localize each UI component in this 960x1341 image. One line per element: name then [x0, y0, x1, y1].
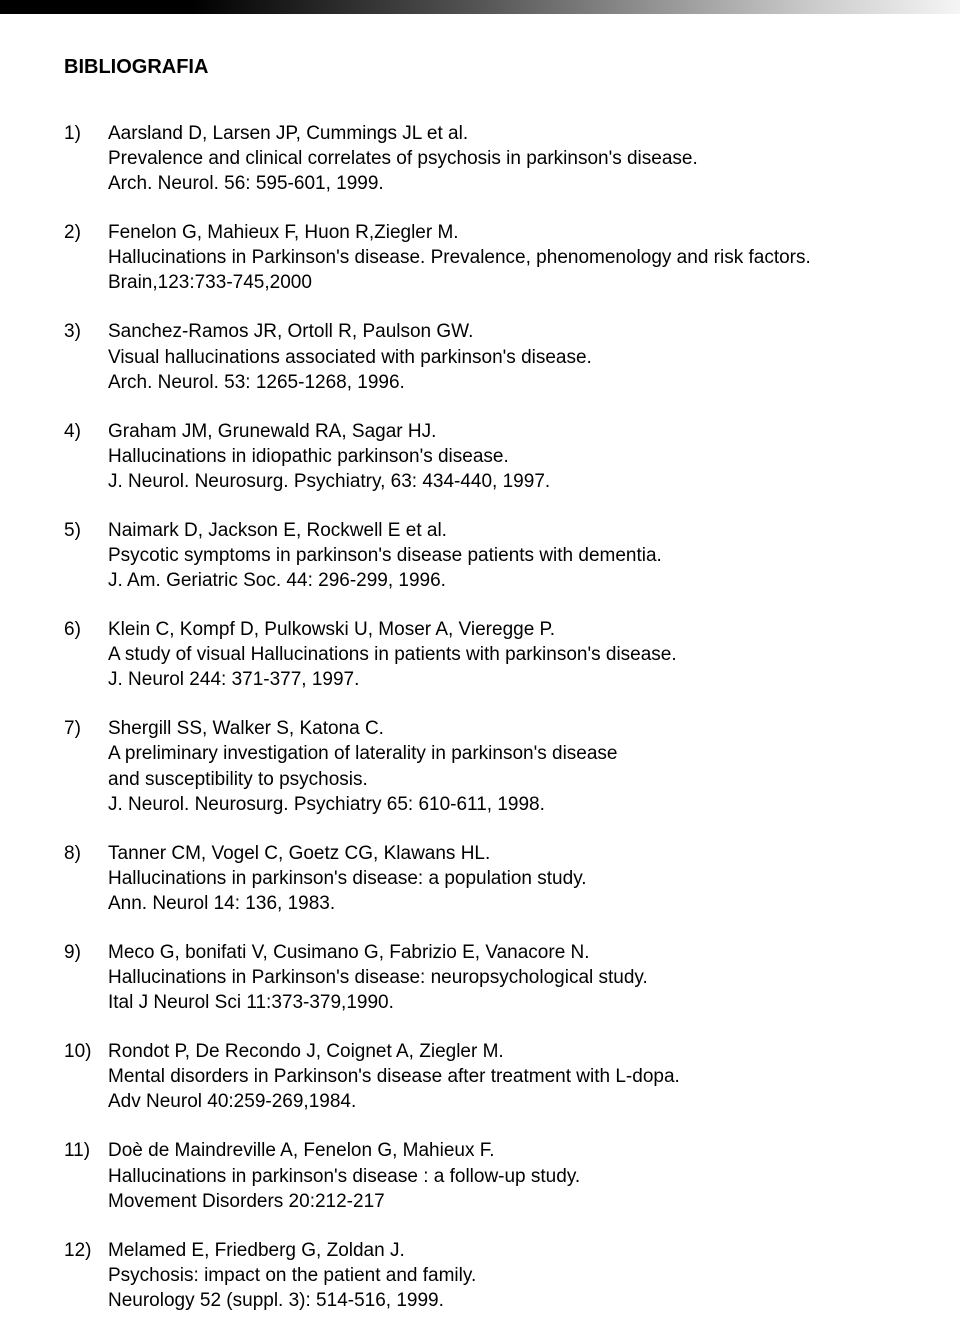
reference-line: Adv Neurol 40:259-269,1984. [108, 1089, 896, 1114]
reference-line: Doè de Maindreville A, Fenelon G, Mahieu… [108, 1138, 896, 1163]
reference-item: Meco G, bonifati V, Cusimano G, Fabrizio… [64, 940, 896, 1015]
reference-line: Rondot P, De Recondo J, Coignet A, Ziegl… [108, 1039, 896, 1064]
reference-line: Graham JM, Grunewald RA, Sagar HJ. [108, 419, 896, 444]
reference-line: Movement Disorders 20:212-217 [108, 1189, 896, 1214]
reference-line: Neurology 52 (suppl. 3): 514-516, 1999. [108, 1288, 896, 1313]
reference-item: Shergill SS, Walker S, Katona C.A prelim… [64, 716, 896, 816]
reference-line: Tanner CM, Vogel C, Goetz CG, Klawans HL… [108, 841, 896, 866]
page-content: BIBLIOGRAFIA Aarsland D, Larsen JP, Cumm… [0, 14, 960, 1313]
reference-line: Ann. Neurol 14: 136, 1983. [108, 891, 896, 916]
reference-item: Aarsland D, Larsen JP, Cummings JL et al… [64, 121, 896, 196]
page-title: BIBLIOGRAFIA [64, 56, 896, 79]
reference-item: Tanner CM, Vogel C, Goetz CG, Klawans HL… [64, 841, 896, 916]
reference-line: A preliminary investigation of lateralit… [108, 741, 896, 766]
reference-line: Hallucinations in Parkinson's disease: n… [108, 965, 896, 990]
reference-line: and susceptibility to psychosis. [108, 767, 896, 792]
reference-item: Klein C, Kompf D, Pulkowski U, Moser A, … [64, 617, 896, 692]
reference-item: Naimark D, Jackson E, Rockwell E et al.P… [64, 518, 896, 593]
reference-item: Melamed E, Friedberg G, Zoldan J.Psychos… [64, 1238, 896, 1313]
reference-line: Mental disorders in Parkinson's disease … [108, 1064, 896, 1089]
reference-item: Fenelon G, Mahieux F, Huon R,Ziegler M.H… [64, 220, 896, 295]
reference-line: A study of visual Hallucinations in pati… [108, 642, 896, 667]
reference-line: Sanchez-Ramos JR, Ortoll R, Paulson GW. [108, 319, 896, 344]
reference-line: Naimark D, Jackson E, Rockwell E et al. [108, 518, 896, 543]
reference-line: J. Neurol. Neurosurg. Psychiatry 65: 610… [108, 792, 896, 817]
reference-line: Arch. Neurol. 56: 595-601, 1999. [108, 171, 896, 196]
reference-line: Meco G, bonifati V, Cusimano G, Fabrizio… [108, 940, 896, 965]
header-gradient-bar [0, 0, 960, 14]
reference-item: Doè de Maindreville A, Fenelon G, Mahieu… [64, 1138, 896, 1213]
reference-line: Melamed E, Friedberg G, Zoldan J. [108, 1238, 896, 1263]
reference-line: Psycotic symptoms in parkinson's disease… [108, 543, 896, 568]
reference-line: Hallucinations in Parkinson's disease. P… [108, 245, 896, 270]
reference-line: Visual hallucinations associated with pa… [108, 345, 896, 370]
reference-item: Rondot P, De Recondo J, Coignet A, Ziegl… [64, 1039, 896, 1114]
reference-line: Ital J Neurol Sci 11:373-379,1990. [108, 990, 896, 1015]
reference-line: Shergill SS, Walker S, Katona C. [108, 716, 896, 741]
reference-line: Hallucinations in parkinson's disease: a… [108, 866, 896, 891]
reference-line: Prevalence and clinical correlates of ps… [108, 146, 896, 171]
reference-line: Psychosis: impact on the patient and fam… [108, 1263, 896, 1288]
reference-line: J. Am. Geriatric Soc. 44: 296-299, 1996. [108, 568, 896, 593]
reference-line: Fenelon G, Mahieux F, Huon R,Ziegler M. [108, 220, 896, 245]
reference-item: Graham JM, Grunewald RA, Sagar HJ.Halluc… [64, 419, 896, 494]
reference-line: Aarsland D, Larsen JP, Cummings JL et al… [108, 121, 896, 146]
reference-line: Hallucinations in idiopathic parkinson's… [108, 444, 896, 469]
reference-line: Hallucinations in parkinson's disease : … [108, 1164, 896, 1189]
reference-line: Brain,123:733-745,2000 [108, 270, 896, 295]
reference-list: Aarsland D, Larsen JP, Cummings JL et al… [64, 121, 896, 1313]
reference-line: J. Neurol 244: 371-377, 1997. [108, 667, 896, 692]
reference-line: Klein C, Kompf D, Pulkowski U, Moser A, … [108, 617, 896, 642]
reference-item: Sanchez-Ramos JR, Ortoll R, Paulson GW.V… [64, 319, 896, 394]
reference-line: J. Neurol. Neurosurg. Psychiatry, 63: 43… [108, 469, 896, 494]
reference-line: Arch. Neurol. 53: 1265-1268, 1996. [108, 370, 896, 395]
